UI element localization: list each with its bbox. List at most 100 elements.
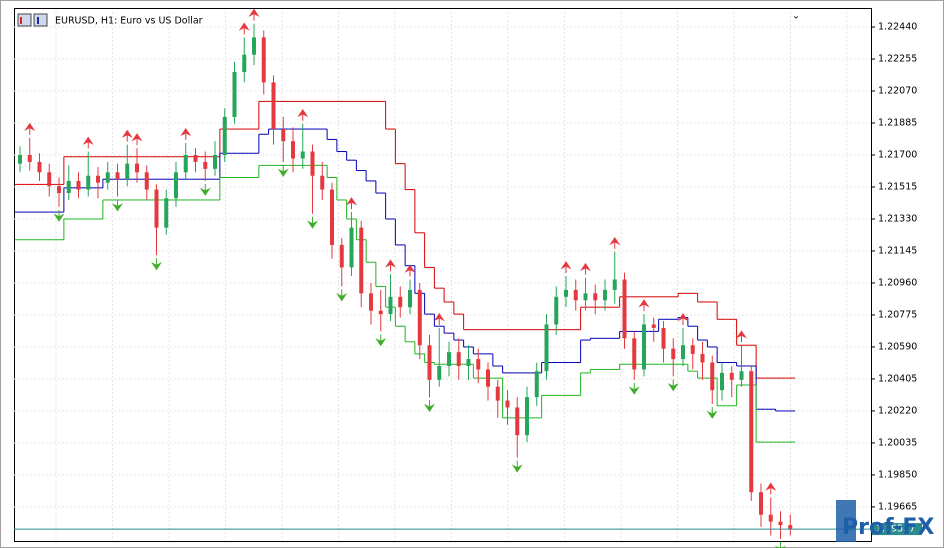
candle-body bbox=[495, 386, 500, 401]
up-arrow bbox=[121, 129, 133, 142]
candle-body bbox=[466, 359, 471, 366]
candle-body bbox=[593, 293, 598, 301]
candle-body bbox=[554, 296, 559, 325]
candle-body bbox=[291, 141, 295, 159]
y-tick-label: 1.21700 bbox=[878, 149, 917, 160]
candle-body bbox=[349, 227, 354, 268]
candle-body bbox=[57, 186, 61, 194]
candle-body bbox=[525, 397, 529, 436]
candle-body bbox=[213, 154, 217, 169]
candle-body bbox=[398, 296, 403, 308]
candle-body bbox=[573, 289, 578, 301]
candle-body bbox=[476, 359, 481, 370]
y-tick-label: 1.22440 bbox=[878, 22, 917, 33]
candle-body bbox=[378, 310, 383, 315]
y-tick-label: 1.21885 bbox=[878, 118, 917, 129]
up-arrow bbox=[248, 8, 260, 21]
y-tick-label: 1.20590 bbox=[878, 341, 917, 352]
chart-title: EURUSD, H1: Euro vs US Dollar bbox=[55, 16, 203, 27]
down-arrow bbox=[706, 407, 718, 419]
candle-body bbox=[66, 180, 71, 194]
down-arrow bbox=[667, 379, 679, 392]
candle-body bbox=[86, 175, 91, 190]
y-tick-label: 1.22255 bbox=[878, 54, 917, 65]
candle-body bbox=[729, 372, 734, 380]
candle-body bbox=[144, 172, 149, 190]
candle-body bbox=[27, 154, 32, 162]
down-arrow bbox=[424, 400, 435, 413]
up-arrow bbox=[677, 313, 689, 325]
y-tick-label: 1.21515 bbox=[878, 181, 917, 192]
y-tick-label: 1.21145 bbox=[878, 245, 917, 256]
candle-body bbox=[437, 365, 442, 380]
candle-body bbox=[690, 345, 695, 354]
candle-body bbox=[427, 345, 432, 380]
candle-body bbox=[788, 525, 793, 530]
candle-body bbox=[369, 293, 373, 311]
candle-body bbox=[456, 352, 461, 366]
candle-body bbox=[105, 172, 110, 183]
up-arrow bbox=[238, 22, 250, 35]
up-arrow bbox=[404, 264, 416, 277]
up-arrow bbox=[765, 482, 777, 495]
up-arrow bbox=[609, 236, 621, 249]
candle-body bbox=[47, 172, 52, 187]
up-arrow bbox=[638, 299, 650, 312]
up-arrow bbox=[180, 127, 192, 140]
window-icon bbox=[17, 13, 32, 27]
y-tick-label: 1.21330 bbox=[878, 213, 917, 224]
candle-body bbox=[96, 175, 100, 183]
last-price-label: 1.19537 bbox=[876, 524, 915, 535]
last-price-box bbox=[872, 523, 922, 536]
down-arrow bbox=[112, 199, 123, 212]
down-arrow bbox=[53, 209, 65, 222]
candle-body bbox=[359, 227, 364, 294]
candle-body bbox=[193, 154, 198, 162]
y-tick-label: 1.19665 bbox=[878, 501, 917, 512]
candle-body bbox=[203, 161, 208, 169]
candle-body bbox=[778, 521, 783, 526]
candle-body bbox=[330, 189, 334, 245]
up-arrow bbox=[82, 136, 94, 149]
down-arrow bbox=[511, 460, 523, 473]
candle-body bbox=[505, 400, 510, 408]
candle-body bbox=[125, 163, 130, 180]
window-icon bbox=[33, 13, 48, 27]
y-tick-label: 1.20960 bbox=[878, 277, 917, 288]
candle-body bbox=[632, 338, 637, 370]
down-arrow bbox=[151, 258, 162, 271]
candle-body bbox=[261, 37, 266, 83]
candle-body bbox=[534, 371, 539, 398]
candle-body bbox=[310, 151, 315, 176]
down-arrow bbox=[199, 183, 211, 196]
candle-body bbox=[18, 154, 22, 164]
candle-body bbox=[486, 369, 490, 387]
candle-body bbox=[700, 353, 705, 363]
down-arrow bbox=[307, 216, 318, 229]
plot-frame bbox=[14, 8, 872, 542]
candle-body bbox=[183, 154, 188, 173]
candle-body bbox=[564, 289, 568, 297]
up-arrow bbox=[24, 122, 36, 135]
candle-body bbox=[671, 348, 676, 360]
time-grid bbox=[55, 8, 848, 541]
candle-body bbox=[417, 289, 422, 346]
down-arrow bbox=[336, 289, 348, 302]
candle-body bbox=[681, 345, 685, 360]
up-arrow bbox=[560, 261, 572, 274]
up-arrow bbox=[346, 197, 357, 210]
candle-body bbox=[76, 180, 81, 190]
candle-body bbox=[252, 37, 256, 55]
candle-body bbox=[164, 198, 169, 228]
candle-body bbox=[710, 362, 715, 391]
candle-body bbox=[603, 289, 607, 301]
candle-body bbox=[739, 371, 744, 380]
candle-body bbox=[622, 279, 627, 339]
scroll-indicator: ⌄ bbox=[792, 11, 800, 22]
candle-body bbox=[281, 129, 286, 142]
candle-body bbox=[720, 372, 724, 391]
y-tick-label: 1.22070 bbox=[878, 86, 917, 97]
candle-body bbox=[447, 352, 451, 366]
y-tick-label: 1.20035 bbox=[878, 437, 917, 448]
